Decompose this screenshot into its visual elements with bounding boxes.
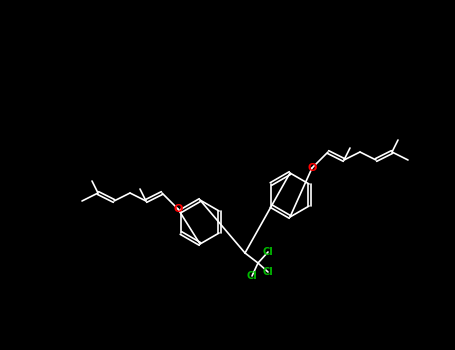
Text: O: O <box>307 163 317 173</box>
Text: Cl: Cl <box>263 267 273 277</box>
Text: Cl: Cl <box>247 271 258 281</box>
Text: Cl: Cl <box>263 247 273 257</box>
Text: O: O <box>173 204 183 214</box>
